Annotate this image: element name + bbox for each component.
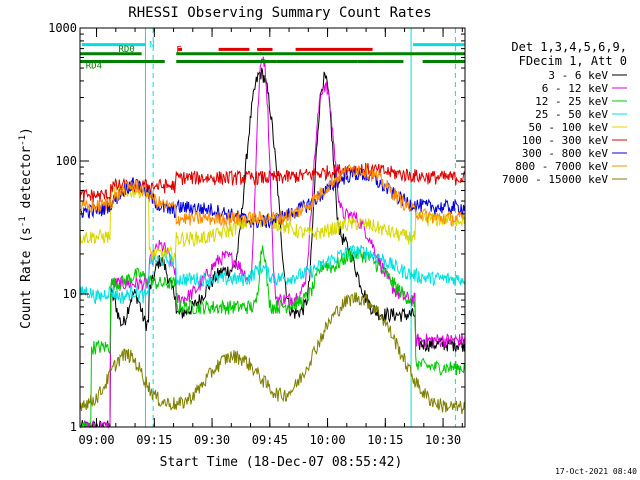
legend-label-6: 300 - 800 keV [522,147,608,160]
flag-label-n: N [149,41,154,51]
series-line-8 [79,292,466,415]
x-tick-label-0: 09:00 [78,433,114,447]
y-axis-label: Count Rate (s-1 detector-1) [18,127,34,329]
flag-label-f: F [176,45,181,55]
x-tick-label-4: 10:00 [309,433,345,447]
date-stamp: 17-Oct-2021 08:40 [555,467,637,476]
x-tick-label-5: 10:15 [367,433,403,447]
flag-label-rd4: RD4 [86,61,102,71]
y-tick-label-0: 1 [70,420,77,434]
legend-header-line-1: Det 1,3,4,5,6,9, [511,40,627,54]
legend-label-8: 7000 - 15000 keV [502,173,608,186]
plot-frame [79,27,466,428]
series-line-7 [79,163,466,228]
legend-label-4: 50 - 100 keV [529,121,609,134]
series-line-3 [79,244,466,305]
x-tick-label-2: 09:30 [194,433,230,447]
legend-label-1: 6 - 12 keV [542,82,609,95]
legend-header-line-2: FDecim 1, Att 0 [519,54,627,68]
legend-label-3: 25 - 50 keV [535,108,608,121]
x-tick-label-6: 10:30 [425,433,461,447]
legend-label-5: 100 - 300 keV [522,134,608,147]
x-axis-label: Start Time (18-Dec-07 08:55:42) [160,455,403,470]
flag-label-rd0: RD0 [119,45,135,55]
data-layer [79,28,466,429]
series-line-0 [79,67,466,429]
y-tick-label-3: 1000 [48,21,77,35]
legend-label-7: 800 - 7000 keV [515,160,608,173]
y-tick-label-2: 100 [55,154,77,168]
chart-title: RHESSI Observing Summary Count Rates [128,5,431,21]
legend-label-2: 12 - 25 keV [535,95,608,108]
series-line-2 [79,245,466,429]
x-tick-label-3: 09:45 [252,433,288,447]
observing-flags: N RD0 F RD4 [80,41,465,71]
y-tick-label-1: 10 [63,287,77,301]
legend-label-0: 3 - 6 keV [548,69,608,82]
series-line-5 [79,162,466,203]
x-tick-label-1: 09:15 [136,433,172,447]
axes: 1 10 100 1000 09:00 09:15 09:30 09:45 10:00 10:15… [48,21,465,447]
